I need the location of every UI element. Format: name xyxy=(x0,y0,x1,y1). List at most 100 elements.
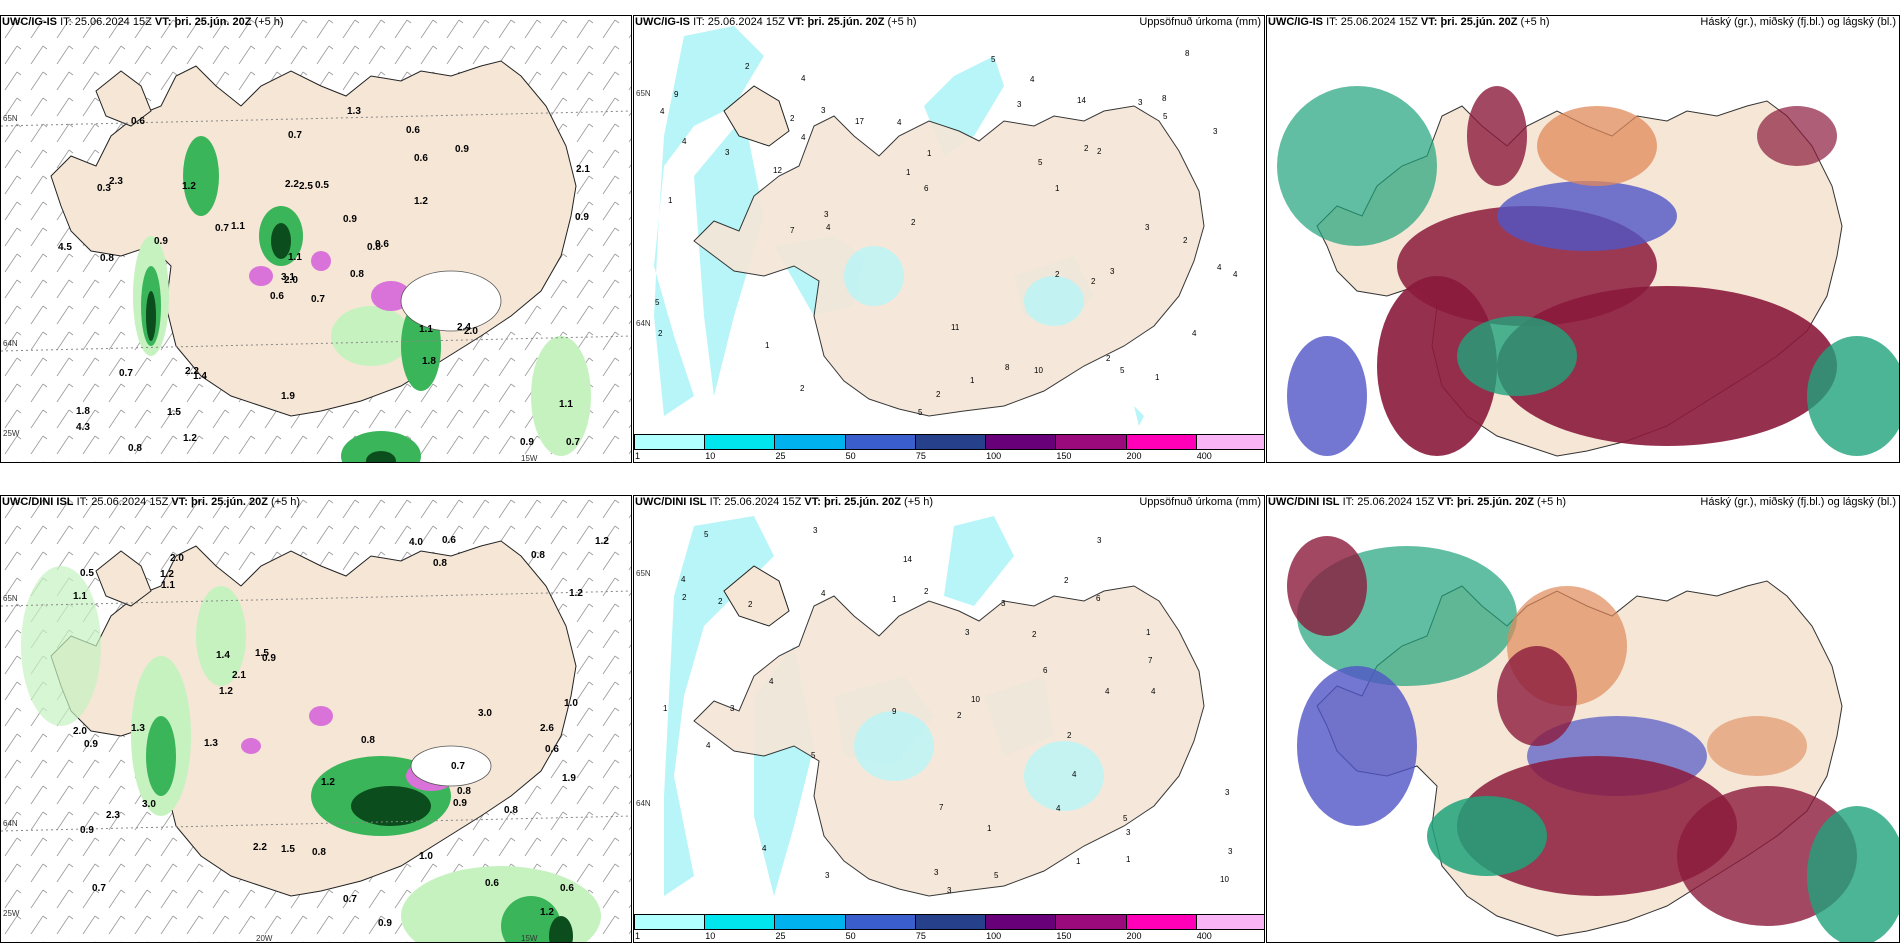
value-label: 6 xyxy=(1043,666,1048,675)
value-label: 2.2 xyxy=(253,842,267,853)
value-label: 3 xyxy=(1097,536,1102,545)
value-label: 1 xyxy=(1055,184,1060,193)
value-label: 1.2 xyxy=(160,569,174,580)
value-label: 0.8 xyxy=(531,550,545,561)
axis-lon-15: 15W xyxy=(521,934,538,943)
value-label: 2.0 xyxy=(170,553,184,564)
row1-colorbar: 1 10 25 50 75 100 150 200 400 xyxy=(634,434,1264,462)
value-label: 5 xyxy=(1038,158,1043,167)
value-label: 1 xyxy=(1076,857,1081,866)
value-label: 5 xyxy=(1120,366,1125,375)
value-label: 2.0 xyxy=(73,726,87,737)
colorbar-tick: 10 xyxy=(705,931,716,941)
value-label: 0.9 xyxy=(80,825,94,836)
value-label: 11 xyxy=(951,323,960,332)
row2-mid-title: Uppsöfnuð úrkoma (mm) xyxy=(1139,496,1261,508)
value-label: 2 xyxy=(1064,576,1069,585)
value-label: 1.4 xyxy=(216,650,230,661)
value-label: 1.4 xyxy=(193,371,207,382)
value-label: 1.5 xyxy=(167,407,181,418)
value-label: 2 xyxy=(924,587,929,596)
row2-right-title: Háský (gr.), miðský (fj.bl.) og lágský (… xyxy=(1700,496,1896,508)
axis-lat-64: 64N xyxy=(3,339,18,348)
value-label: 1 xyxy=(765,341,770,350)
value-label: 7 xyxy=(1148,656,1153,665)
colorbar-swatch xyxy=(634,434,706,450)
value-label: 10 xyxy=(1034,366,1043,375)
axis-lat-65: 65N xyxy=(636,89,651,98)
value-label: 4 xyxy=(1072,770,1077,779)
colorbar-tick: 400 xyxy=(1196,451,1212,461)
colorbar-swatch xyxy=(774,434,846,450)
value-label: 1.8 xyxy=(76,406,90,417)
row1-right-panel: UWC/IG-IS IT: 25.06.2024 15Z VT: þri. 25… xyxy=(1266,15,1900,463)
value-label: 5 xyxy=(1163,112,1168,121)
value-label: 1.1 xyxy=(288,252,302,263)
axis-lon-15: 15W xyxy=(521,454,538,463)
value-label: 3 xyxy=(934,868,939,877)
value-label: 2 xyxy=(682,593,687,602)
value-label: 3 xyxy=(1225,788,1230,797)
row1-right-header: UWC/IG-IS IT: 25.06.2024 15Z VT: þri. 25… xyxy=(1268,16,1550,28)
value-label: 3 xyxy=(813,526,818,535)
value-label: 1.0 xyxy=(564,698,578,709)
value-label: 1 xyxy=(1155,373,1160,382)
colorbar-swatch xyxy=(774,914,846,930)
value-label: 4 xyxy=(762,844,767,853)
row1-left-panel: UWC/IG-IS IT: 25.06.2024 15Z VT: þri. 25… xyxy=(0,15,632,463)
axis-lat-64: 64N xyxy=(3,819,18,828)
value-label: 1 xyxy=(1146,628,1151,637)
value-label: 7 xyxy=(790,226,795,235)
value-label: 1 xyxy=(906,168,911,177)
value-label: 5 xyxy=(1123,814,1128,823)
value-label: 2.6 xyxy=(540,723,554,734)
value-label: 4.5 xyxy=(58,242,72,253)
value-label: 0.7 xyxy=(92,883,106,894)
value-label: 2 xyxy=(911,218,916,227)
value-label: 2 xyxy=(718,597,723,606)
value-label: 0.6 xyxy=(270,291,284,302)
colorbar-tick: 50 xyxy=(845,451,856,461)
colorbar-tick: 100 xyxy=(986,451,1002,461)
value-label: 0.6 xyxy=(131,116,145,127)
value-label: 4 xyxy=(1105,687,1110,696)
value-label: 0.9 xyxy=(84,739,98,750)
value-label: 5 xyxy=(991,55,996,64)
row2-mid-values: 3341325244532236341427697251010144334513… xyxy=(663,526,1233,895)
value-label: 1.9 xyxy=(281,391,295,402)
row2-left-values: 0.70.60.72.00.90.60.90.81.40.91.12.00.50… xyxy=(73,535,609,929)
value-label: 1.1 xyxy=(419,324,433,335)
axis-lon-25: 25W xyxy=(3,429,20,438)
value-label: 9 xyxy=(892,707,897,716)
colorbar-tick: 25 xyxy=(775,451,786,461)
value-label: 9 xyxy=(674,90,679,99)
colorbar-tick: 75 xyxy=(915,451,926,461)
value-label: 2 xyxy=(1106,354,1111,363)
iceland-land xyxy=(693,105,1205,417)
value-label: 0.8 xyxy=(312,847,326,858)
value-label: 3.0 xyxy=(478,708,492,719)
value-label: 4 xyxy=(706,741,711,750)
value-label: 5 xyxy=(655,298,660,307)
value-label: 3 xyxy=(825,871,830,880)
value-label: 2.5 xyxy=(299,181,313,192)
row2-left-map: 65N 64N 25W 20W 15W 0.7 0.6 0.7 2.0 0.9 0.6 0.… xyxy=(1,496,631,943)
colorbar-swatch xyxy=(1195,434,1264,450)
colorbar-swatch xyxy=(1125,434,1197,450)
value-label: 4 xyxy=(1056,804,1061,813)
row2-mid-panel: UWC/DINI ISL IT: 25.06.2024 15Z VT: þri.… xyxy=(633,495,1265,943)
row1-left-header: UWC/IG-IS IT: 25.06.2024 15Z VT: þri. 25… xyxy=(2,16,284,28)
value-label: 3 xyxy=(824,210,829,219)
value-label: 5 xyxy=(704,530,709,539)
iceland-land xyxy=(693,585,1205,897)
value-label: 4 xyxy=(801,133,806,142)
value-label: 0.9 xyxy=(262,653,276,664)
value-label: 0.9 xyxy=(378,918,392,929)
colorbar-tick: 1 xyxy=(635,451,641,461)
value-label: 7 xyxy=(939,803,944,812)
value-label: 2 xyxy=(658,329,663,338)
value-label: 4 xyxy=(660,107,665,116)
colorbar-tick: 400 xyxy=(1196,931,1212,941)
value-label: 4 xyxy=(1192,329,1197,338)
value-label: 0.7 xyxy=(288,130,302,141)
